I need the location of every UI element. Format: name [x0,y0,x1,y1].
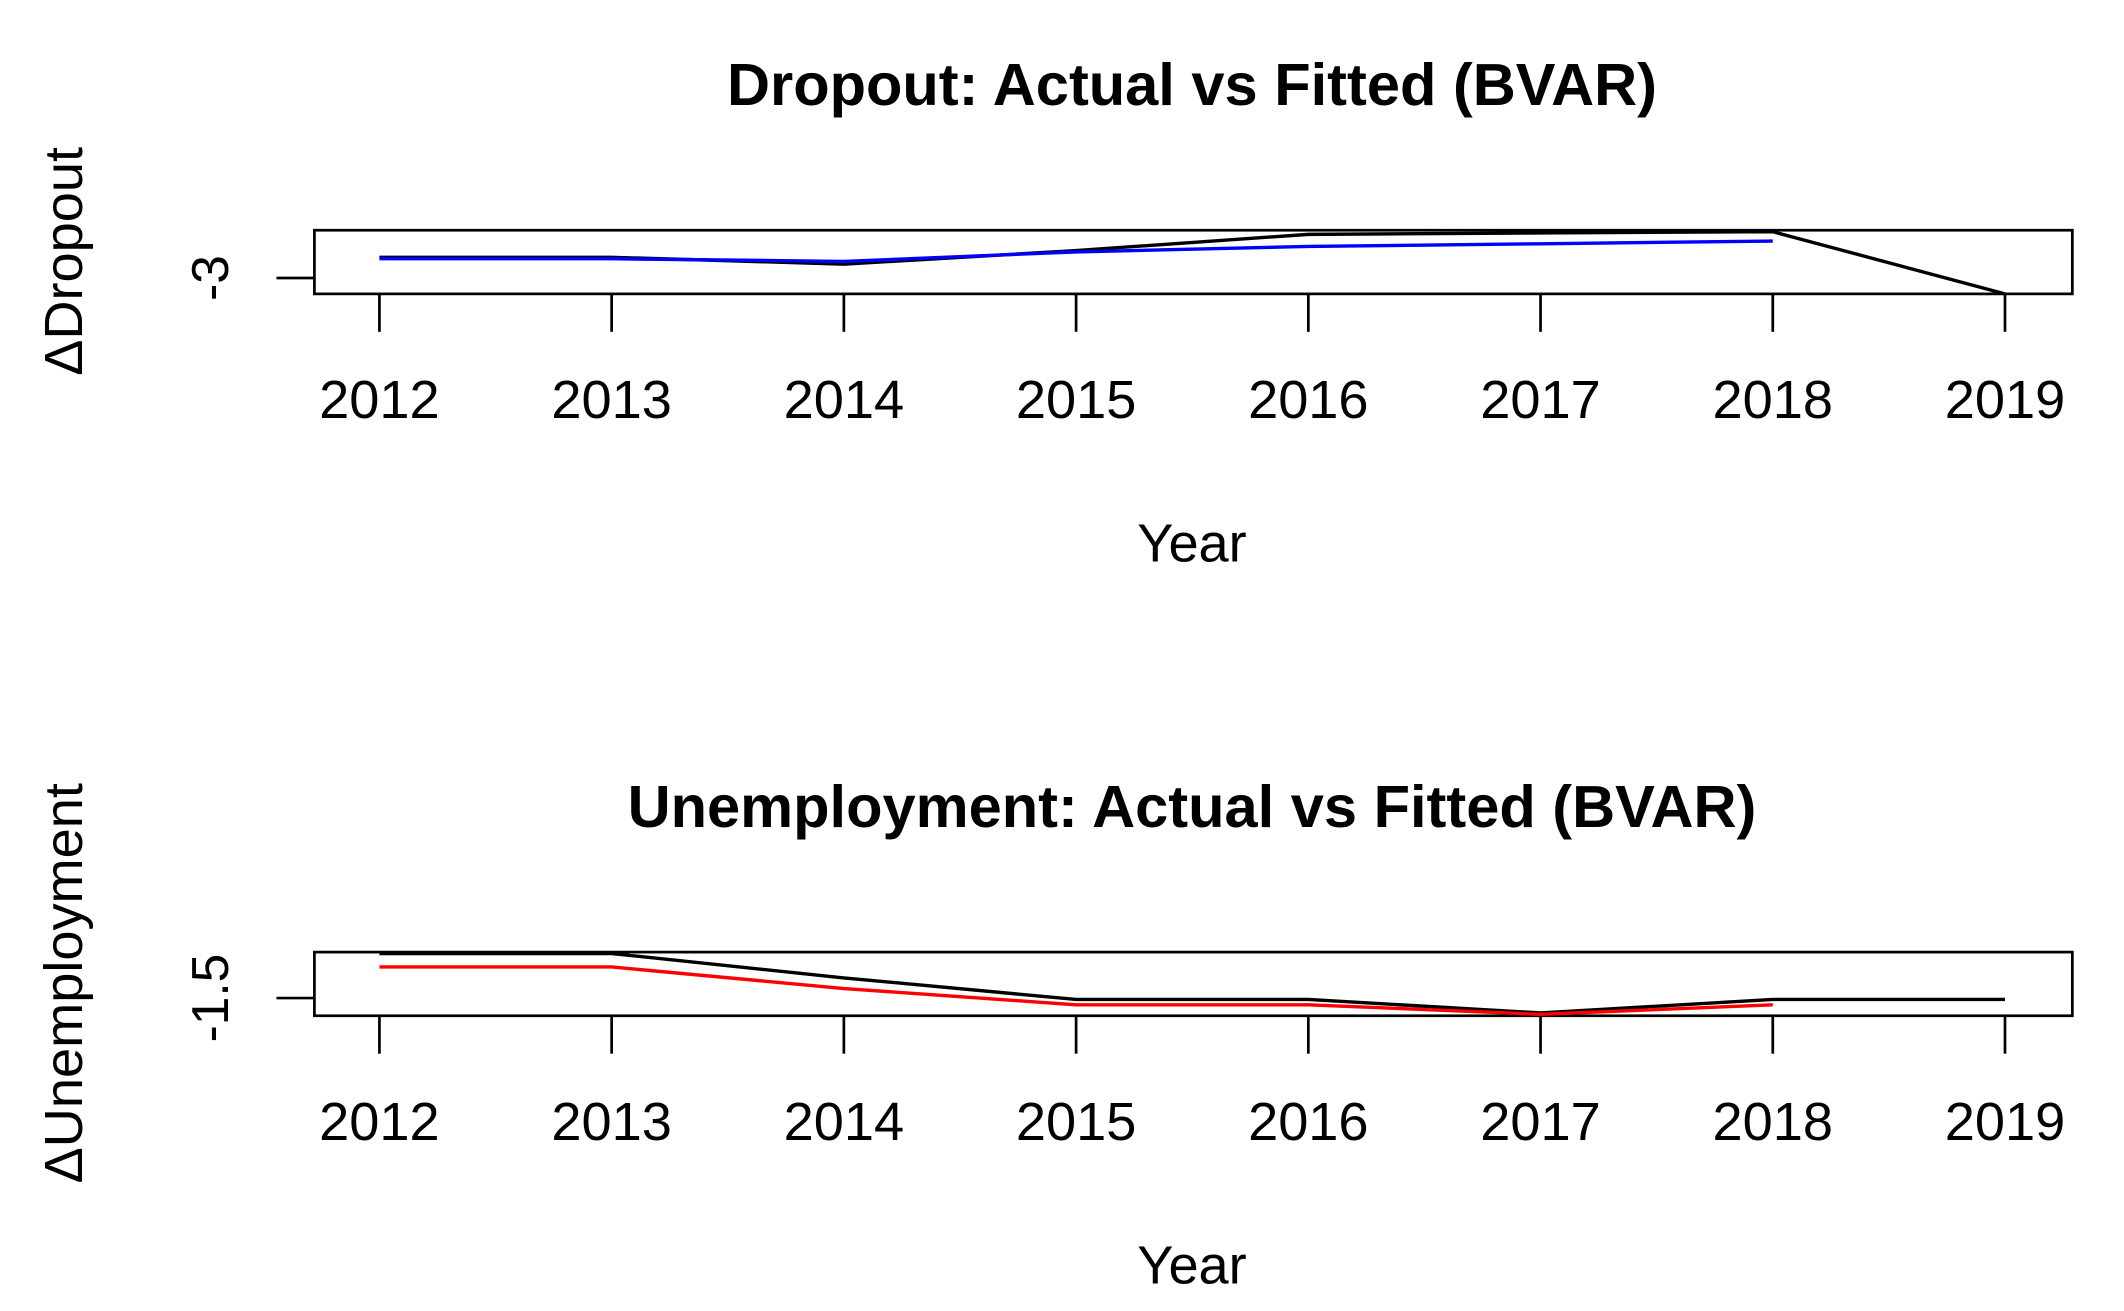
data-line [379,965,1773,1017]
x-tick-label: 2014 [784,370,904,430]
data-line [379,951,2005,1015]
x-tick-label: 2012 [319,1092,439,1152]
x-axis-label: Year [1137,1235,1246,1295]
x-tick-label: 2016 [1248,370,1368,430]
data-line [379,239,1773,264]
x-axis-label: Year [1137,513,1246,573]
y-tick-label: -1.5 [181,954,239,1043]
x-tick-label: 2018 [1713,370,1833,430]
x-tick-label: 2019 [1945,370,2065,430]
x-tick-label: 2013 [551,370,671,430]
chart-title: Unemployment: Actual vs Fitted (BVAR) [628,773,1757,840]
x-tick-label: 2019 [1945,1092,2065,1152]
x-tick-label: 2017 [1480,370,1600,430]
y-axis-label: ΔUnemployment [34,783,94,1183]
x-tick-label: 2015 [1016,1092,1136,1152]
x-tick-label: 2015 [1016,370,1136,430]
x-tick-label: 2016 [1248,1092,1368,1152]
plot-frame [313,228,2074,296]
x-tick-label: 2017 [1480,1092,1600,1152]
x-tick-label: 2014 [784,1092,904,1152]
x-tick-label: 2013 [551,1092,671,1152]
plot-frame [313,950,2074,1018]
chart-title: Dropout: Actual vs Fitted (BVAR) [727,51,1657,118]
y-tick-label: -3 [181,255,239,301]
x-tick-label: 2018 [1713,1092,1833,1152]
x-tick-label: 2012 [319,370,439,430]
y-axis-label: ΔDropout [34,147,94,376]
